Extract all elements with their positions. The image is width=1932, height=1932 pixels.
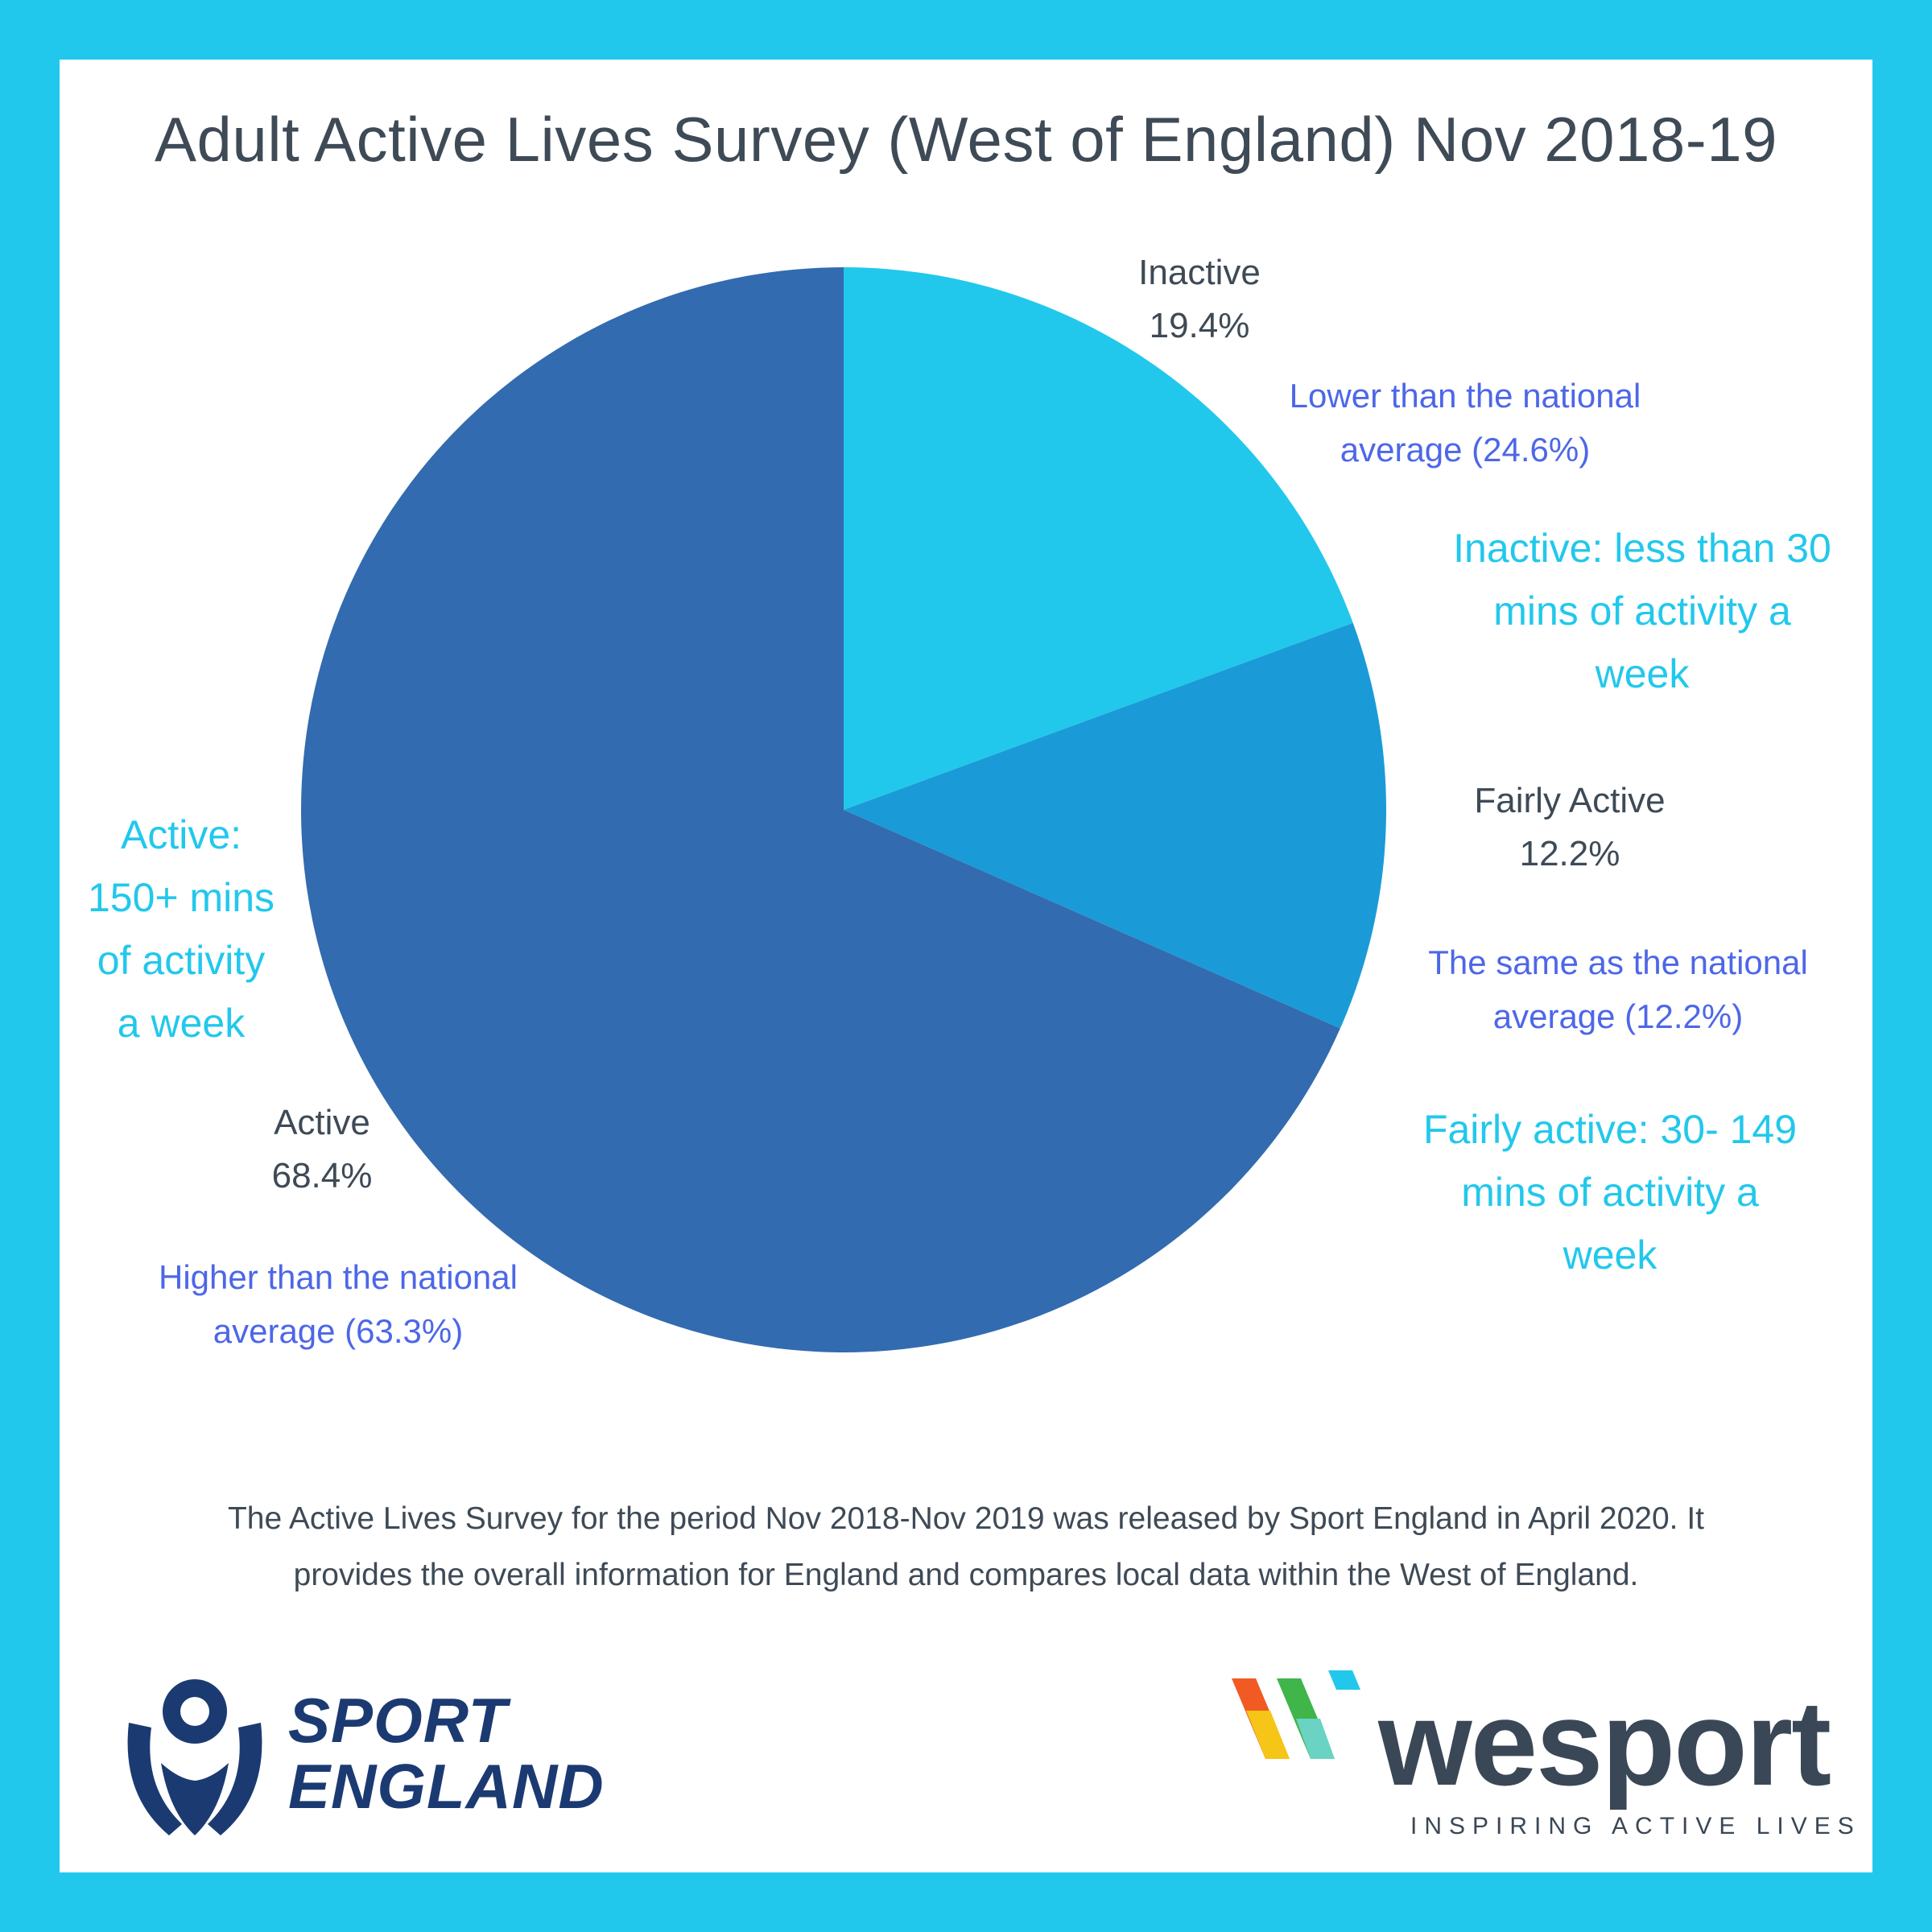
comparison-fairly-active-line-1: The same as the national xyxy=(1428,943,1808,981)
slice-label-inactive: Inactive 19.4% xyxy=(1071,246,1328,353)
definition-inactive: Inactive: less than 30 mins of activity … xyxy=(1417,517,1868,705)
sport-england-wordmark: SPORT ENGLAND xyxy=(288,1687,605,1819)
wesport-wordmark: wesport xyxy=(1378,1675,1831,1810)
slice-name-inactive: Inactive xyxy=(1138,253,1261,292)
slice-name-fairly-active: Fairly Active xyxy=(1474,781,1666,820)
definition-inactive-line-3: week xyxy=(1595,651,1690,696)
comparison-inactive-line-1: Lower than the national xyxy=(1289,377,1641,415)
definition-active: Active: 150+ mins of activity a week xyxy=(64,803,298,1055)
definition-fairly-active: Fairly active: 30- 149 mins of activity … xyxy=(1385,1098,1835,1286)
sport-england-logo-icon xyxy=(127,1679,262,1835)
definition-fairly-active-line-2: mins of activity a xyxy=(1461,1170,1759,1215)
definition-fairly-active-line-3: week xyxy=(1563,1232,1657,1278)
definition-inactive-line-1: Inactive: less than 30 xyxy=(1453,526,1831,571)
definition-active-line-2: 150+ mins xyxy=(87,875,275,920)
slice-value-fairly-active: 12.2% xyxy=(1519,834,1620,873)
wesport-mark-icon xyxy=(1232,1670,1360,1759)
definition-fairly-active-line-1: Fairly active: 30- 149 xyxy=(1422,1107,1798,1152)
comparison-fairly-active: The same as the national average (12.2%) xyxy=(1393,935,1843,1043)
comparison-active-line-1: Higher than the national xyxy=(159,1258,518,1296)
slice-label-active: Active 68.4% xyxy=(193,1096,451,1203)
pie-slice-active xyxy=(301,267,1340,1353)
sport-england-wordmark-line-1: SPORT xyxy=(288,1685,508,1756)
slice-value-active: 68.4% xyxy=(271,1156,373,1195)
slice-name-active: Active xyxy=(274,1103,370,1142)
comparison-active-line-2: average (63.3%) xyxy=(213,1312,464,1350)
comparison-fairly-active-line-2: average (12.2%) xyxy=(1492,997,1744,1035)
footnote-line-1: The Active Lives Survey for the period N… xyxy=(227,1501,1705,1536)
definition-active-line-3: of activity xyxy=(97,938,266,983)
chart-title: Adult Active Lives Survey (West of Engla… xyxy=(154,104,1778,175)
comparison-active: Higher than the national average (63.3%) xyxy=(97,1250,580,1358)
comparison-inactive: Lower than the national average (24.6%) xyxy=(1240,369,1690,477)
slice-label-fairly-active: Fairly Active 12.2% xyxy=(1425,774,1715,881)
definition-inactive-line-2: mins of activity a xyxy=(1493,588,1791,634)
pie-slice-inactive xyxy=(844,267,1353,810)
sport-england-wordmark-line-2: ENGLAND xyxy=(288,1751,605,1822)
pie-slice-fairly-active xyxy=(844,622,1386,1029)
footnote: The Active Lives Survey for the period N… xyxy=(121,1491,1811,1604)
slice-value-inactive: 19.4% xyxy=(1149,306,1250,345)
wesport-tagline: INSPIRING ACTIVE LIVES xyxy=(1410,1813,1861,1839)
footnote-line-2: provides the overall information for Eng… xyxy=(293,1558,1639,1592)
definition-active-line-1: Active: xyxy=(120,812,242,857)
comparison-inactive-line-2: average (24.6%) xyxy=(1340,431,1591,469)
pie-slices xyxy=(301,267,1386,1353)
definition-active-line-4: a week xyxy=(117,1001,246,1046)
